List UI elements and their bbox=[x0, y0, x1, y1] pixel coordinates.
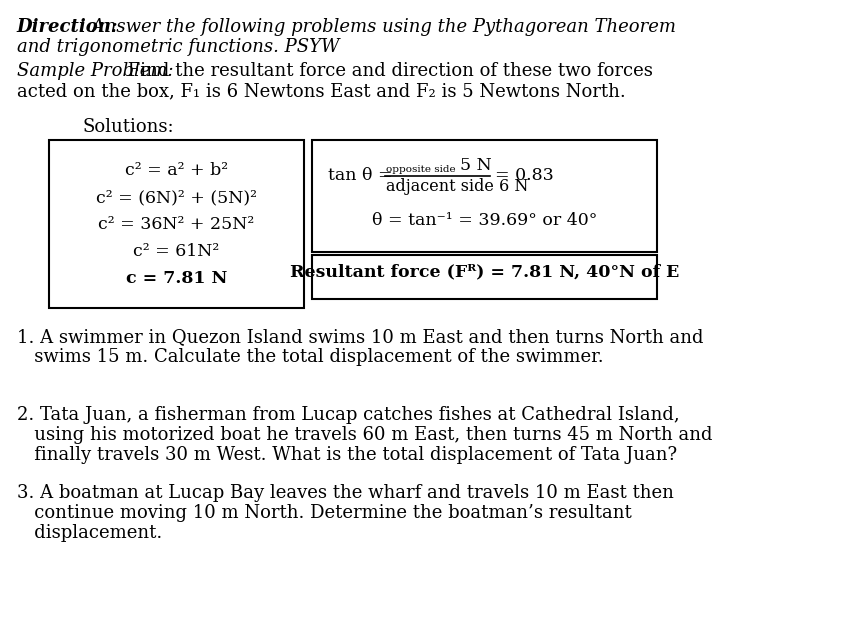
Text: Solutions:: Solutions: bbox=[82, 118, 174, 136]
Text: c² = 61N²: c² = 61N² bbox=[133, 243, 220, 260]
Text: finally travels 30 m West. What is the total displacement of Tata Juan?: finally travels 30 m West. What is the t… bbox=[17, 446, 677, 464]
FancyBboxPatch shape bbox=[311, 255, 657, 299]
Text: 5 N: 5 N bbox=[449, 157, 491, 174]
Text: using his motorized boat he travels 60 m East, then turns 45 m North and: using his motorized boat he travels 60 m… bbox=[17, 426, 712, 444]
Text: Resultant force (Fᴿ) = 7.81 N, 40°N of E: Resultant force (Fᴿ) = 7.81 N, 40°N of E bbox=[289, 263, 679, 280]
Text: continue moving 10 m North. Determine the boatman’s resultant: continue moving 10 m North. Determine th… bbox=[17, 504, 632, 522]
Text: swims 15 m. Calculate the total displacement of the swimmer.: swims 15 m. Calculate the total displace… bbox=[17, 348, 604, 366]
Text: Answer the following problems using the Pythagorean Theorem: Answer the following problems using the … bbox=[86, 18, 677, 36]
Text: θ = tan⁻¹ = 39.69° or 40°: θ = tan⁻¹ = 39.69° or 40° bbox=[371, 212, 597, 229]
Text: Find the resultant force and direction of these two forces: Find the resultant force and direction o… bbox=[122, 62, 653, 80]
FancyBboxPatch shape bbox=[49, 140, 304, 308]
Text: = 0.83: = 0.83 bbox=[495, 167, 555, 184]
Text: Direction:: Direction: bbox=[17, 18, 119, 36]
Text: opposite side: opposite side bbox=[386, 165, 455, 174]
Text: 1. A swimmer in Quezon Island swims 10 m East and then turns North and: 1. A swimmer in Quezon Island swims 10 m… bbox=[17, 328, 703, 346]
Text: tan θ =: tan θ = bbox=[328, 167, 399, 184]
Text: c² = a² + b²: c² = a² + b² bbox=[125, 162, 228, 179]
Text: adjacent side 6 N: adjacent side 6 N bbox=[386, 178, 528, 195]
FancyBboxPatch shape bbox=[311, 140, 657, 252]
Text: Sample Problem:: Sample Problem: bbox=[17, 62, 174, 80]
Text: displacement.: displacement. bbox=[17, 524, 162, 542]
Text: 2. Tata Juan, a fisherman from Lucap catches fishes at Cathedral Island,: 2. Tata Juan, a fisherman from Lucap cat… bbox=[17, 406, 679, 424]
Text: c² = (6N)² + (5N)²: c² = (6N)² + (5N)² bbox=[96, 189, 257, 206]
Text: c = 7.81 N: c = 7.81 N bbox=[126, 270, 227, 287]
Text: 3. A boatman at Lucap Bay leaves the wharf and travels 10 m East then: 3. A boatman at Lucap Bay leaves the wha… bbox=[17, 484, 674, 502]
Text: and trigonometric functions. PSYW: and trigonometric functions. PSYW bbox=[17, 38, 339, 56]
Text: c² = 36N² + 25N²: c² = 36N² + 25N² bbox=[98, 216, 254, 233]
Text: acted on the box, F₁ is 6 Newtons East and F₂ is 5 Newtons North.: acted on the box, F₁ is 6 Newtons East a… bbox=[17, 82, 626, 100]
